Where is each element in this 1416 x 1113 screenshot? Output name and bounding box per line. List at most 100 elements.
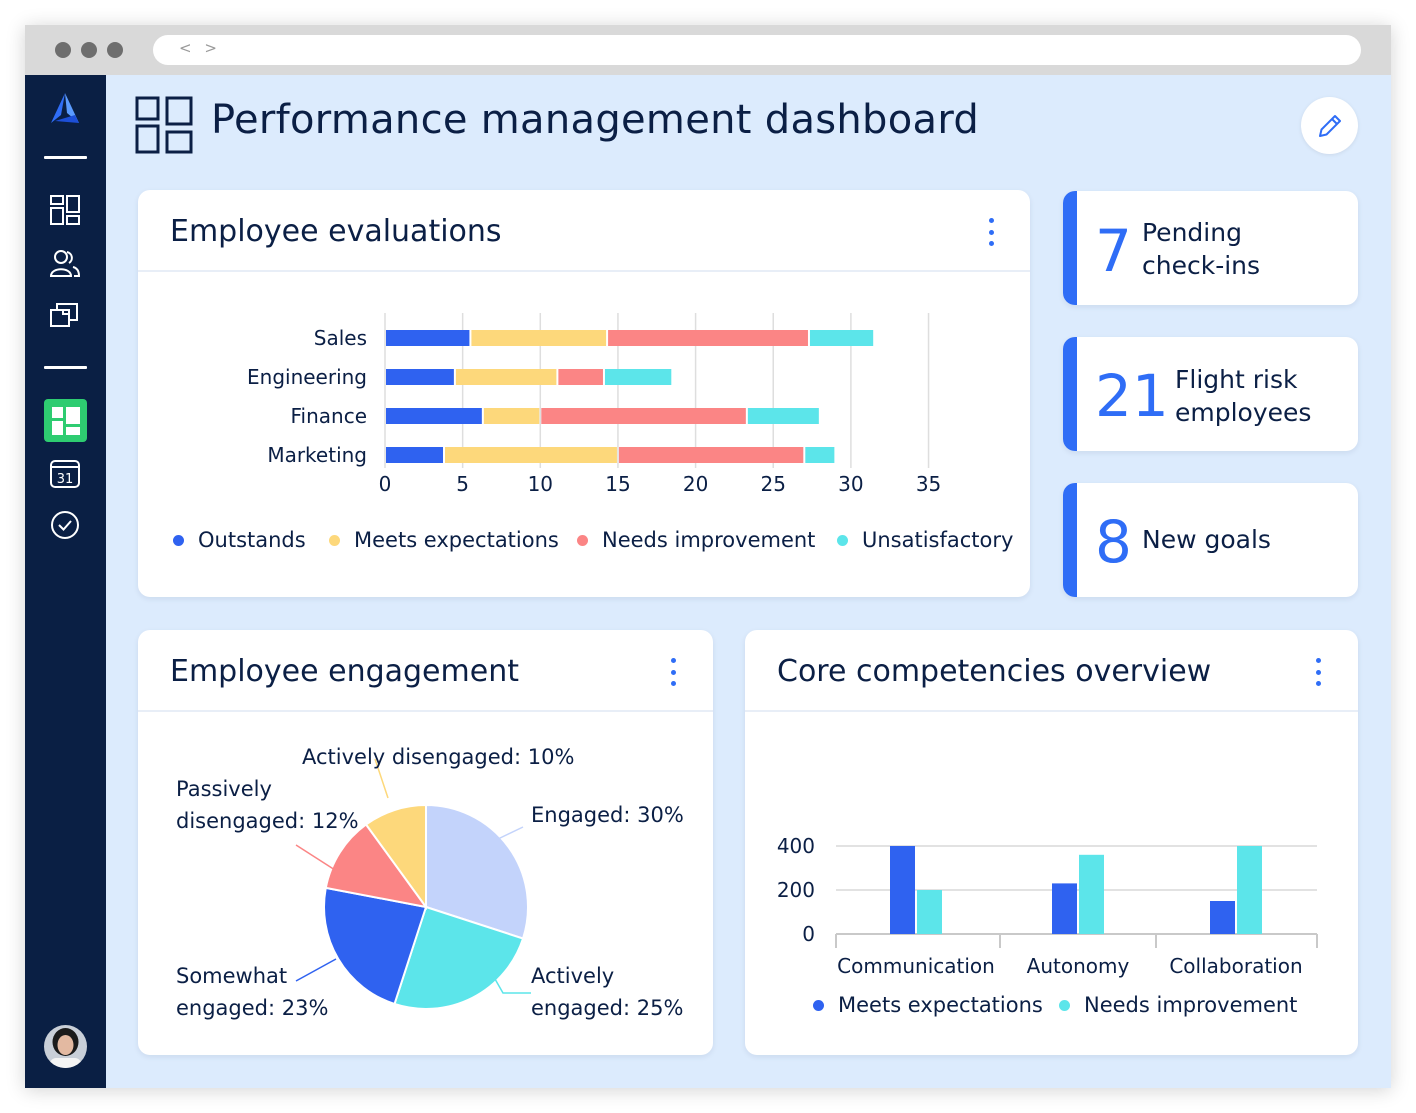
pie-label-somewhat-engaged: Somewhat: [176, 964, 287, 988]
bar[interactable]: [1210, 901, 1235, 934]
stat-accent: [1063, 337, 1077, 451]
window-dot-icon[interactable]: [81, 42, 97, 58]
svg-text:31: 31: [57, 472, 74, 487]
competencies-card: Core competencies overview 0 200 400 Commun…: [745, 630, 1358, 1055]
y-tick-label: 200: [777, 878, 815, 902]
bar-segment[interactable]: [809, 330, 874, 346]
sidebar-divider: [44, 156, 87, 159]
x-tick-label: 20: [683, 472, 708, 496]
stat-accent: [1063, 483, 1077, 597]
pie-slice[interactable]: [425, 803, 529, 940]
y-category-label: Engineering: [247, 365, 367, 389]
bar[interactable]: [890, 846, 915, 934]
stat-value: 7: [1095, 217, 1132, 285]
sidebar-item-folders[interactable]: [45, 295, 85, 335]
bar-segment[interactable]: [483, 408, 540, 424]
sidebar-divider: [44, 366, 87, 369]
competencies-chart: 0 200 400 Communication Autonomy Collaboratio…: [777, 834, 1318, 978]
bar-segment[interactable]: [558, 369, 603, 385]
bar-segment[interactable]: [386, 369, 454, 385]
bar-segment[interactable]: [618, 447, 804, 463]
bar-segment[interactable]: [747, 408, 819, 424]
evaluations-card: Employee evaluations 0 5 10 15 20 25 30 35 Sales…: [138, 190, 1030, 597]
address-bar[interactable]: < >: [153, 35, 1361, 65]
bar-segment[interactable]: [608, 330, 808, 346]
pie-slice[interactable]: [324, 823, 429, 909]
y-category-label: Marketing: [267, 443, 367, 467]
pie-label-somewhat-engaged: engaged: 23%: [176, 996, 328, 1020]
logo-icon[interactable]: [45, 89, 85, 129]
engagement-card: Employee engagement Actively disengaged:…: [138, 630, 713, 1055]
window-dot-icon[interactable]: [107, 42, 123, 58]
pie-label-actively-engaged: Actively: [531, 964, 614, 988]
pie-label-actively-disengaged: Actively disengaged: 10%: [302, 745, 574, 769]
pie-slice[interactable]: [323, 886, 428, 1006]
competencies-title: Core competencies overview: [777, 654, 1212, 689]
sidebar: 31: [25, 75, 106, 1088]
legend-outstands: Outstands: [173, 528, 306, 552]
pie-label-actively-engaged: engaged: 25%: [531, 996, 683, 1020]
stat-card-new-goals[interactable]: 8 New goals: [1063, 483, 1358, 597]
page-title: Performance management dashboard: [211, 97, 980, 143]
edit-button[interactable]: [1301, 97, 1358, 154]
check-circle-icon: [51, 511, 79, 539]
sidebar-item-tasks[interactable]: [45, 505, 85, 545]
y-category-label: Sales: [314, 326, 367, 350]
pie-label-engaged: Engaged: 30%: [531, 803, 684, 827]
bar-segment[interactable]: [541, 408, 746, 424]
y-tick-label: 400: [777, 834, 815, 858]
legend-unsatisfactory: Unsatisfactory: [837, 528, 1013, 552]
bar-segment[interactable]: [386, 447, 444, 463]
pie-label-passively-disengaged: Passively: [176, 777, 272, 801]
people-icon: [49, 250, 81, 277]
sidebar-item-people[interactable]: [45, 243, 85, 283]
folders-icon: [50, 303, 78, 327]
stat-label: Flight risk employees: [1175, 365, 1312, 427]
bar[interactable]: [1237, 846, 1262, 934]
bar[interactable]: [917, 890, 942, 934]
x-tick-label: 35: [916, 472, 941, 496]
browser-chrome: < >: [25, 25, 1391, 75]
bar-segment[interactable]: [604, 369, 672, 385]
x-category-label: Autonomy: [1027, 954, 1130, 978]
sidebar-item-calendar[interactable]: 31: [45, 453, 85, 493]
x-tick-label: 30: [838, 472, 863, 496]
competencies-menu-icon[interactable]: [1308, 654, 1328, 690]
layout-icon: [51, 406, 80, 435]
sidebar-item-dashboard[interactable]: [45, 190, 85, 230]
bar-segment[interactable]: [386, 408, 482, 424]
sidebar-item-layout[interactable]: [44, 399, 87, 442]
y-tick-label: 0: [802, 922, 815, 946]
card-divider: [138, 710, 713, 712]
card-divider: [138, 270, 1030, 272]
bar-segment[interactable]: [386, 330, 470, 346]
evaluations-menu-icon[interactable]: [981, 214, 1001, 250]
x-tick-label: 5: [456, 472, 469, 496]
stat-card-flight-risk[interactable]: 21 Flight risk employees: [1063, 337, 1358, 451]
stat-value: 8: [1095, 508, 1132, 576]
nav-arrows-icon[interactable]: < >: [179, 39, 221, 57]
bar-segment[interactable]: [805, 447, 835, 463]
legend-needs-improvement: Needs improvement: [577, 528, 815, 552]
avatar[interactable]: [44, 1025, 87, 1068]
pie-slice[interactable]: [364, 803, 427, 911]
evaluations-chart: 0 5 10 15 20 25 30 35 Sales Engineering Finance Mar…: [247, 313, 941, 496]
engagement-menu-icon[interactable]: [663, 654, 683, 690]
x-tick-label: 25: [761, 472, 786, 496]
bar[interactable]: [1079, 854, 1104, 934]
card-divider: [745, 710, 1358, 712]
legend-meets-expectations: Meets expectations: [329, 528, 559, 552]
y-category-label: Finance: [290, 404, 367, 428]
leader-line: [295, 844, 336, 871]
calendar-icon: 31: [50, 460, 80, 488]
dashboard-icon: [50, 195, 80, 225]
bar-segment[interactable]: [455, 369, 557, 385]
leader-line: [486, 964, 531, 994]
window-dot-icon[interactable]: [55, 42, 71, 58]
bar-segment[interactable]: [445, 447, 617, 463]
stat-card-pending-checkins[interactable]: 7 Pending check-ins: [1063, 191, 1358, 305]
bar[interactable]: [1052, 883, 1077, 934]
bar-segment[interactable]: [471, 330, 607, 346]
pie-slice[interactable]: [393, 905, 525, 1010]
browser-window: < >: [25, 25, 1391, 1088]
